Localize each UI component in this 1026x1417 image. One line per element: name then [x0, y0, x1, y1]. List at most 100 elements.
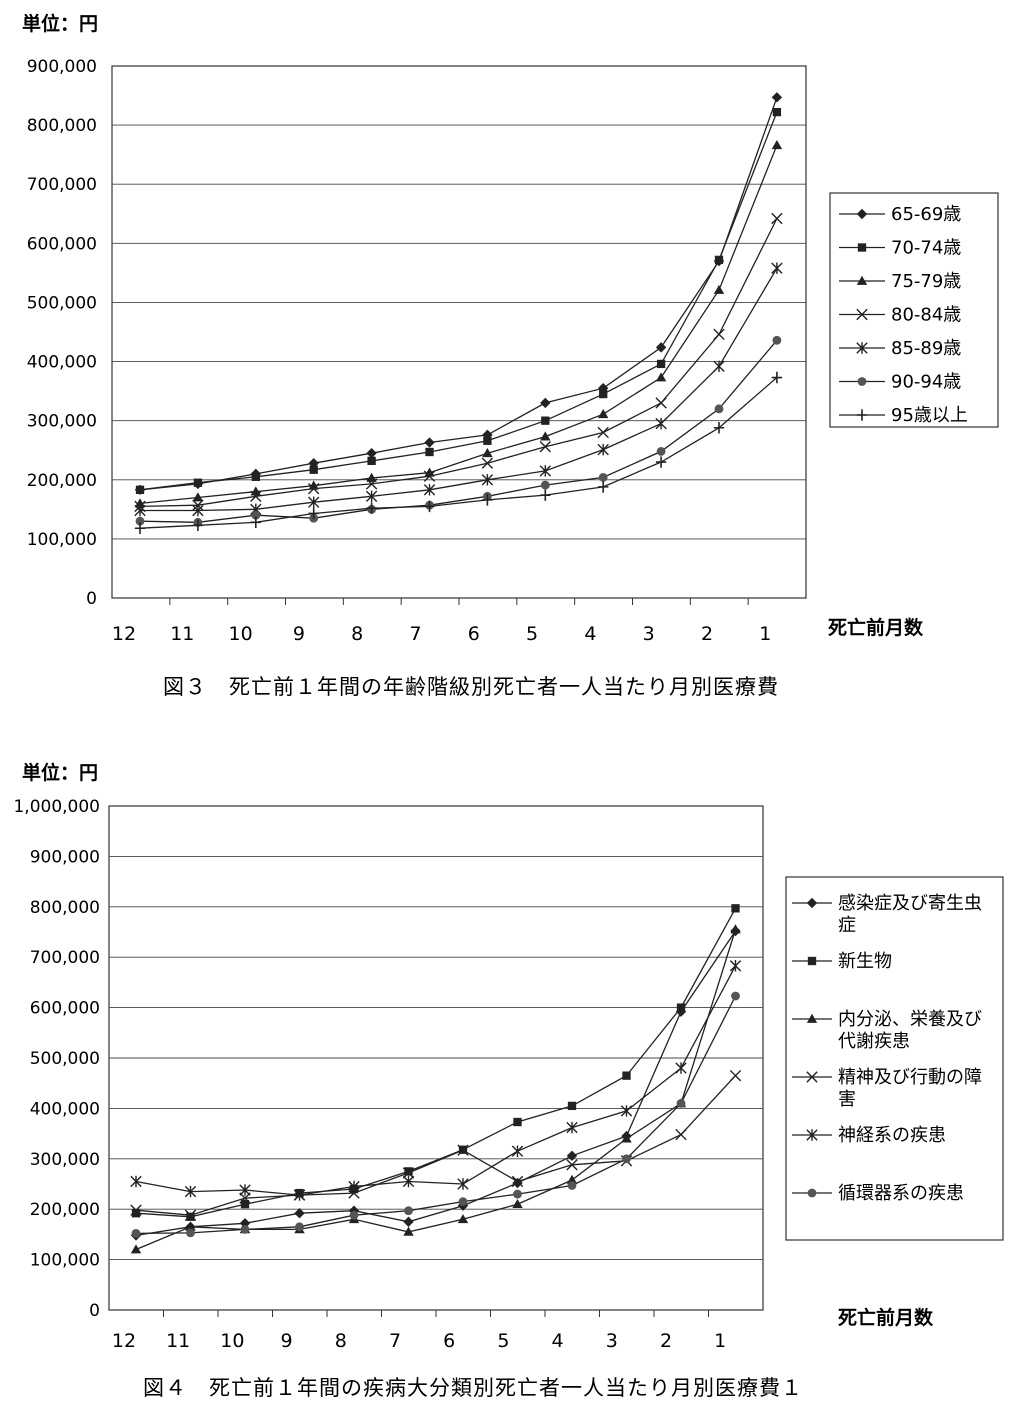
data-point — [599, 389, 608, 399]
legend-marker — [856, 342, 868, 354]
legend-label: 症 — [838, 915, 856, 936]
legend-marker — [806, 1071, 818, 1083]
data-point — [403, 1226, 414, 1236]
series-line — [139, 97, 778, 491]
data-point — [192, 519, 204, 532]
data-point — [513, 1117, 522, 1127]
data-point — [134, 522, 146, 534]
data-point — [239, 1184, 251, 1196]
data-point — [713, 328, 725, 341]
y-tick-label: 900,000 — [30, 847, 100, 867]
data-point — [482, 447, 493, 458]
data-point — [250, 490, 262, 503]
legend-label: 70-74歳 — [891, 238, 961, 259]
data-point — [540, 480, 550, 490]
data-point — [675, 1128, 687, 1141]
unit-label: 単位：円 — [22, 12, 98, 35]
y-tick-label: 700,000 — [30, 948, 100, 968]
legend-marker — [806, 1129, 818, 1141]
data-point — [365, 490, 378, 503]
series-line — [139, 144, 778, 505]
y-tick-labels: 0 100,000 200,000 300,000 400,000 500,000 600,… — [13, 797, 100, 1321]
y-tick-label: 0 — [89, 1301, 100, 1321]
series-6 — [131, 991, 740, 1238]
data-point — [251, 472, 260, 481]
series-line — [139, 111, 778, 491]
data-point — [293, 1189, 306, 1201]
series-line — [139, 339, 778, 523]
data-point — [539, 440, 551, 453]
data-point — [541, 416, 550, 425]
legend-marker — [856, 208, 868, 220]
x-tick-labels: 12 11 10 9 8 7 6 5 4 3 2 1 — [112, 1330, 726, 1352]
x-tick-label: 4 — [552, 1330, 564, 1352]
legend: 65-69歳 70-74歳 75-79歳 80-84歳 85-89歳 90-94歳 95歳以… — [839, 204, 968, 426]
legend-marker — [856, 409, 868, 421]
y-tick-label: 300,000 — [27, 412, 97, 432]
data-point — [730, 924, 741, 934]
legend-item: 95歳以上 — [839, 405, 968, 426]
x-tick-labels: 12 11 10 9 8 7 6 5 4 3 2 1 — [112, 623, 771, 645]
data-point — [309, 465, 318, 474]
data-point — [771, 371, 783, 384]
series-line — [135, 929, 737, 1251]
x-tick-label: 3 — [643, 623, 655, 645]
legend-item: 75-79歳 — [839, 271, 961, 292]
data-point — [540, 397, 551, 409]
y-tick-label: 800,000 — [27, 116, 97, 136]
x-tick-label: 6 — [443, 1330, 455, 1352]
data-point — [513, 1189, 522, 1199]
data-point — [713, 360, 725, 373]
legend-label: 90-94歳 — [891, 372, 961, 393]
data-point — [597, 426, 609, 439]
y-tick-label: 0 — [86, 589, 97, 609]
data-point — [567, 1181, 577, 1190]
y-tick-label: 100,000 — [30, 1251, 100, 1271]
data-point — [598, 408, 609, 419]
legend-marker — [857, 243, 867, 252]
legend-label: 75-79歳 — [891, 271, 961, 292]
data-point — [771, 212, 783, 225]
x-tick-label: 12 — [112, 623, 136, 645]
data-point — [511, 1175, 524, 1188]
data-point — [566, 1150, 578, 1161]
x-tick-label: 12 — [112, 1330, 136, 1352]
data-point — [402, 1167, 415, 1179]
data-point — [620, 1105, 633, 1117]
legend-label: 精神及び行動の障 — [838, 1067, 982, 1088]
chart-age-groups: 単位：円 0 100,000 200,000 300,000 400,000 500,00… — [22, 12, 999, 699]
data-point — [772, 107, 782, 117]
data-point — [308, 507, 319, 520]
data-point — [404, 1167, 413, 1176]
series-line — [135, 907, 737, 1218]
data-point — [597, 443, 609, 456]
x-tick-label: 11 — [170, 623, 194, 645]
data-point — [402, 1175, 415, 1188]
data-point — [457, 1178, 469, 1190]
data-point — [675, 1062, 687, 1074]
data-point — [365, 478, 378, 490]
data-point — [366, 502, 377, 514]
data-point — [714, 404, 724, 414]
data-point — [655, 342, 667, 353]
x-axis-label: 死亡前月数 — [838, 1306, 934, 1329]
data-point — [512, 1198, 523, 1209]
x-tick-label: 8 — [351, 623, 363, 645]
data-point — [424, 437, 435, 448]
data-point — [621, 1133, 632, 1143]
x-tick-label: 9 — [293, 623, 305, 645]
legend-item: 80-84歳 — [839, 305, 961, 326]
data-point — [192, 492, 204, 502]
y-tick-label: 300,000 — [30, 1150, 100, 1170]
legend-marker — [806, 1013, 818, 1023]
data-point — [483, 436, 492, 445]
data-point — [713, 422, 725, 434]
data-point — [135, 485, 145, 494]
series-line — [135, 1075, 736, 1216]
data-point — [186, 1212, 195, 1221]
legend-marker — [856, 275, 868, 285]
y-tick-label: 800,000 — [30, 898, 100, 918]
